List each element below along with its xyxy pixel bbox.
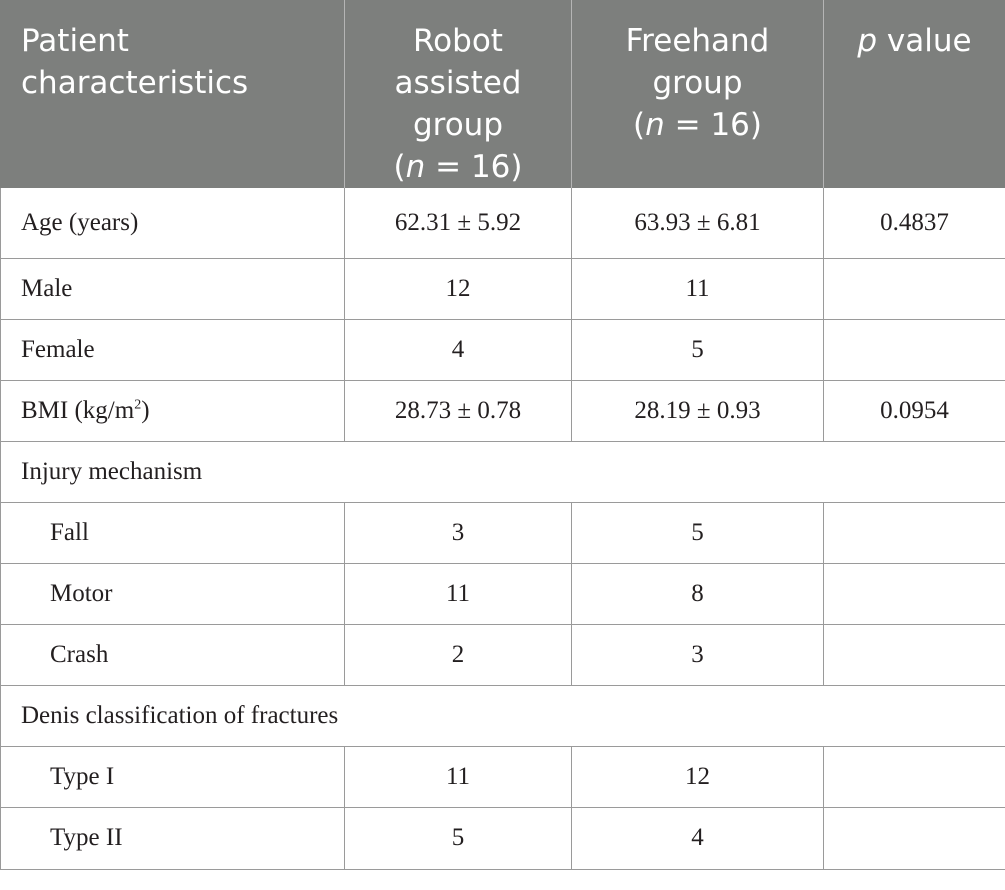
p-value bbox=[823, 806, 1005, 870]
p-value bbox=[823, 257, 1005, 320]
robot-value: 11 bbox=[344, 562, 572, 625]
section-row: Denis classification of fractures bbox=[0, 684, 1005, 747]
p-value: 0.0954 bbox=[823, 379, 1005, 442]
p-value bbox=[823, 562, 1005, 625]
robot-value: 4 bbox=[344, 318, 572, 381]
row-label: Age (years) bbox=[0, 188, 345, 259]
row-label: Crash bbox=[0, 623, 345, 686]
table-row: Type II 5 4 bbox=[0, 806, 1005, 870]
robot-value: 28.73 ± 0.78 bbox=[344, 379, 572, 442]
patient-characteristics-table: Patient characteristics Robot assisted g… bbox=[0, 0, 1005, 870]
robot-value: 11 bbox=[344, 745, 572, 808]
row-label: Type I bbox=[0, 745, 345, 808]
freehand-value: 8 bbox=[571, 562, 824, 625]
table-row: Motor 11 8 bbox=[0, 562, 1005, 625]
freehand-value: 28.19 ± 0.93 bbox=[571, 379, 824, 442]
freehand-value: 12 bbox=[571, 745, 824, 808]
table-row: BMI (kg/m2) 28.73 ± 0.78 28.19 ± 0.93 0.… bbox=[0, 379, 1005, 442]
p-value: 0.4837 bbox=[823, 188, 1005, 259]
header-p-value: p value bbox=[823, 0, 1005, 188]
freehand-value: 5 bbox=[571, 318, 824, 381]
p-value bbox=[823, 745, 1005, 808]
table-row: Crash 2 3 bbox=[0, 623, 1005, 686]
robot-value: 12 bbox=[344, 257, 572, 320]
p-value bbox=[823, 623, 1005, 686]
row-label: Type II bbox=[0, 806, 345, 870]
header-col3-n: (n = 16) bbox=[633, 107, 762, 143]
row-label: BMI (kg/m2) bbox=[0, 379, 345, 442]
header-col2-line2: assisted bbox=[394, 65, 522, 101]
row-label: Fall bbox=[0, 501, 345, 564]
header-col2-line1: Robot bbox=[413, 23, 503, 59]
freehand-value: 5 bbox=[571, 501, 824, 564]
freehand-value: 11 bbox=[571, 257, 824, 320]
row-label: Female bbox=[0, 318, 345, 381]
table-row: Male 12 11 bbox=[0, 257, 1005, 320]
table-header: Patient characteristics Robot assisted g… bbox=[0, 0, 1005, 188]
header-row: Patient characteristics Robot assisted g… bbox=[0, 0, 1005, 188]
header-col1-line1: Patient bbox=[21, 23, 129, 59]
section-label-injury-mechanism: Injury mechanism bbox=[0, 440, 1005, 503]
robot-value: 62.31 ± 5.92 bbox=[344, 188, 572, 259]
header-col3-line1: Freehand bbox=[625, 23, 770, 59]
row-label: Motor bbox=[0, 562, 345, 625]
header-p-var: p bbox=[857, 23, 878, 59]
table-body: Age (years) 62.31 ± 5.92 63.93 ± 6.81 0.… bbox=[0, 188, 1005, 870]
robot-value: 2 bbox=[344, 623, 572, 686]
table-row: Type I 11 12 bbox=[0, 745, 1005, 808]
freehand-value: 63.93 ± 6.81 bbox=[571, 188, 824, 259]
p-value bbox=[823, 501, 1005, 564]
header-patient-characteristics: Patient characteristics bbox=[0, 0, 345, 188]
freehand-value: 4 bbox=[571, 806, 824, 870]
header-col1-line2: characteristics bbox=[21, 65, 249, 101]
freehand-value: 3 bbox=[571, 623, 824, 686]
row-label: Male bbox=[0, 257, 345, 320]
header-col2-n: (n = 16) bbox=[393, 149, 523, 185]
section-label-denis-classification: Denis classification of fractures bbox=[0, 684, 1005, 747]
p-value bbox=[823, 318, 1005, 381]
robot-value: 5 bbox=[344, 806, 572, 870]
robot-value: 3 bbox=[344, 501, 572, 564]
section-row: Injury mechanism bbox=[0, 440, 1005, 503]
header-freehand-group: Freehand group (n = 16) bbox=[571, 0, 824, 188]
table-row: Age (years) 62.31 ± 5.92 63.93 ± 6.81 0.… bbox=[0, 188, 1005, 259]
header-col2-line3: group bbox=[412, 107, 504, 143]
header-robot-assisted-group: Robot assisted group (n = 16) bbox=[344, 0, 572, 188]
table-row: Fall 3 5 bbox=[0, 501, 1005, 564]
header-p-rest: value bbox=[877, 23, 972, 59]
header-col3-line2: group bbox=[652, 65, 743, 101]
table-row: Female 4 5 bbox=[0, 318, 1005, 381]
